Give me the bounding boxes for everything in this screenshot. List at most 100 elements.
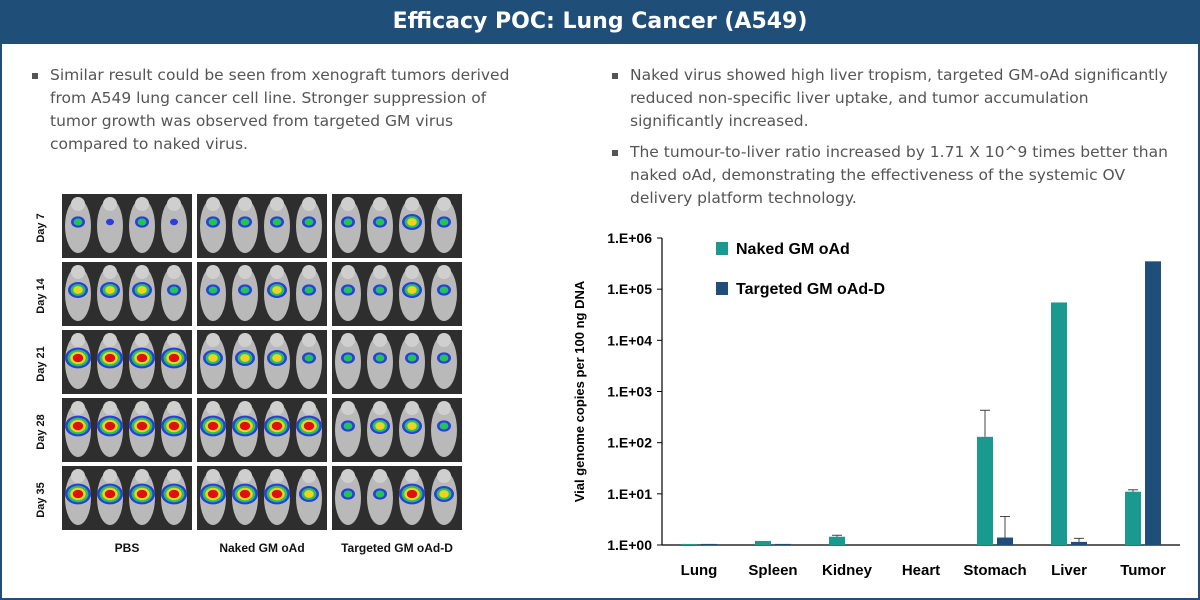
mouse-head <box>103 333 117 347</box>
mouse-head <box>206 197 220 211</box>
bullet-text: Naked virus showed high liver tropism, t… <box>630 66 1168 130</box>
signal-blob <box>343 490 353 498</box>
signal-blob <box>168 421 180 431</box>
bioluminescence-imaging-panel: Day 7 Day 14 Day 21 Day 28 Day 35 PBS Naked GM… <box>35 194 462 555</box>
signal-blob <box>304 490 314 498</box>
mouse-head <box>103 401 117 415</box>
mouse-head <box>238 265 252 279</box>
bar-spleen-series-2 <box>775 543 791 545</box>
mouse-head <box>206 265 220 279</box>
signal-blob <box>375 422 385 430</box>
legend-swatch <box>716 282 728 295</box>
mouse-head <box>238 333 252 347</box>
signal-blob <box>304 218 314 226</box>
mouse-head <box>71 333 85 347</box>
mouse-head <box>238 401 252 415</box>
signal-blob <box>104 421 116 431</box>
mouse-head <box>437 401 451 415</box>
signal-blob <box>239 421 251 431</box>
signal-blob <box>271 489 283 499</box>
signal-blob <box>407 422 417 430</box>
signal-blob <box>240 218 250 226</box>
signal-blob <box>304 354 314 362</box>
mouse-head <box>437 265 451 279</box>
signal-blob <box>343 354 353 362</box>
signal-blob <box>343 286 353 294</box>
signal-blob <box>72 489 84 499</box>
mouse-head <box>302 265 316 279</box>
bar-tumor-series-1 <box>1125 491 1141 545</box>
mouse-head <box>437 469 451 483</box>
signal-blob <box>239 489 251 499</box>
right-bullet-list: Naked virus showed high liver tropism, t… <box>610 64 1170 218</box>
signal-blob <box>73 286 83 294</box>
mouse-head <box>270 265 284 279</box>
mouse-head <box>373 333 387 347</box>
mouse-head <box>405 333 419 347</box>
mouse-head <box>135 401 149 415</box>
signal-blob <box>208 218 218 226</box>
y-axis-label: Vial genome copies per 100 ng DNA <box>572 280 587 502</box>
mouse-head <box>167 333 181 347</box>
signal-blob <box>272 218 282 226</box>
legend-label: Naked GM oAd <box>736 241 850 258</box>
mouse-head <box>302 333 316 347</box>
signal-blob <box>137 286 147 294</box>
day-label: Day 35 <box>35 482 47 517</box>
signal-blob <box>207 489 219 499</box>
x-tick-label: Stomach <box>963 562 1026 579</box>
mouse-head <box>437 197 451 211</box>
y-tick-label: 1.E+04 <box>607 332 652 348</box>
bullet-text: The tumour-to-liver ratio increased by 1… <box>630 143 1168 207</box>
bullet-square-icon <box>32 73 38 79</box>
signal-blob <box>303 421 315 431</box>
signal-blob <box>439 490 449 498</box>
y-tick-label: 1.E+06 <box>607 230 652 246</box>
y-tick-label: 1.E+00 <box>607 537 652 553</box>
signal-blob <box>104 489 116 499</box>
signal-blob <box>439 354 449 362</box>
y-tick-label: 1.E+01 <box>607 486 652 502</box>
bullet-text: Similar result could be seen from xenogr… <box>50 66 510 153</box>
signal-blob <box>136 353 148 363</box>
signal-blob <box>439 286 449 294</box>
day-label: Day 21 <box>35 346 47 381</box>
mouse-head <box>373 197 387 211</box>
mouse-head <box>405 197 419 211</box>
mouse-head <box>71 265 85 279</box>
mouse-head <box>341 333 355 347</box>
signal-blob <box>375 286 385 294</box>
mouse-head <box>302 401 316 415</box>
mouse-head <box>135 333 149 347</box>
mouse-head <box>206 469 220 483</box>
signal-blob <box>439 218 449 226</box>
signal-blob <box>375 218 385 226</box>
signal-blob <box>272 286 282 294</box>
signal-blob <box>73 218 83 226</box>
mouse-head <box>135 197 149 211</box>
bar-kidney-series-1 <box>829 536 845 545</box>
signal-blob <box>169 286 179 294</box>
mouse-head <box>341 401 355 415</box>
mouse-head <box>206 333 220 347</box>
signal-blob <box>72 353 84 363</box>
mouse-head <box>302 197 316 211</box>
mouse-head <box>238 197 252 211</box>
signal-blob <box>207 421 219 431</box>
mouse-head <box>405 469 419 483</box>
signal-blob <box>271 421 283 431</box>
mouse-head <box>167 401 181 415</box>
mouse-head <box>167 265 181 279</box>
signal-blob <box>208 286 218 294</box>
mouse-head <box>302 469 316 483</box>
mouse-head <box>270 197 284 211</box>
signal-blob <box>208 354 218 362</box>
signal-blob <box>136 421 148 431</box>
bar-lung-series-2 <box>701 543 717 545</box>
left-bullet-list: Similar result could be seen from xenogr… <box>30 64 530 164</box>
bullet-item: The tumour-to-liver ratio increased by 1… <box>610 141 1170 210</box>
bar-stomach-series-1 <box>977 436 993 545</box>
mouse-head <box>103 469 117 483</box>
x-tick-label: Tumor <box>1120 562 1166 579</box>
mouse-head <box>135 469 149 483</box>
